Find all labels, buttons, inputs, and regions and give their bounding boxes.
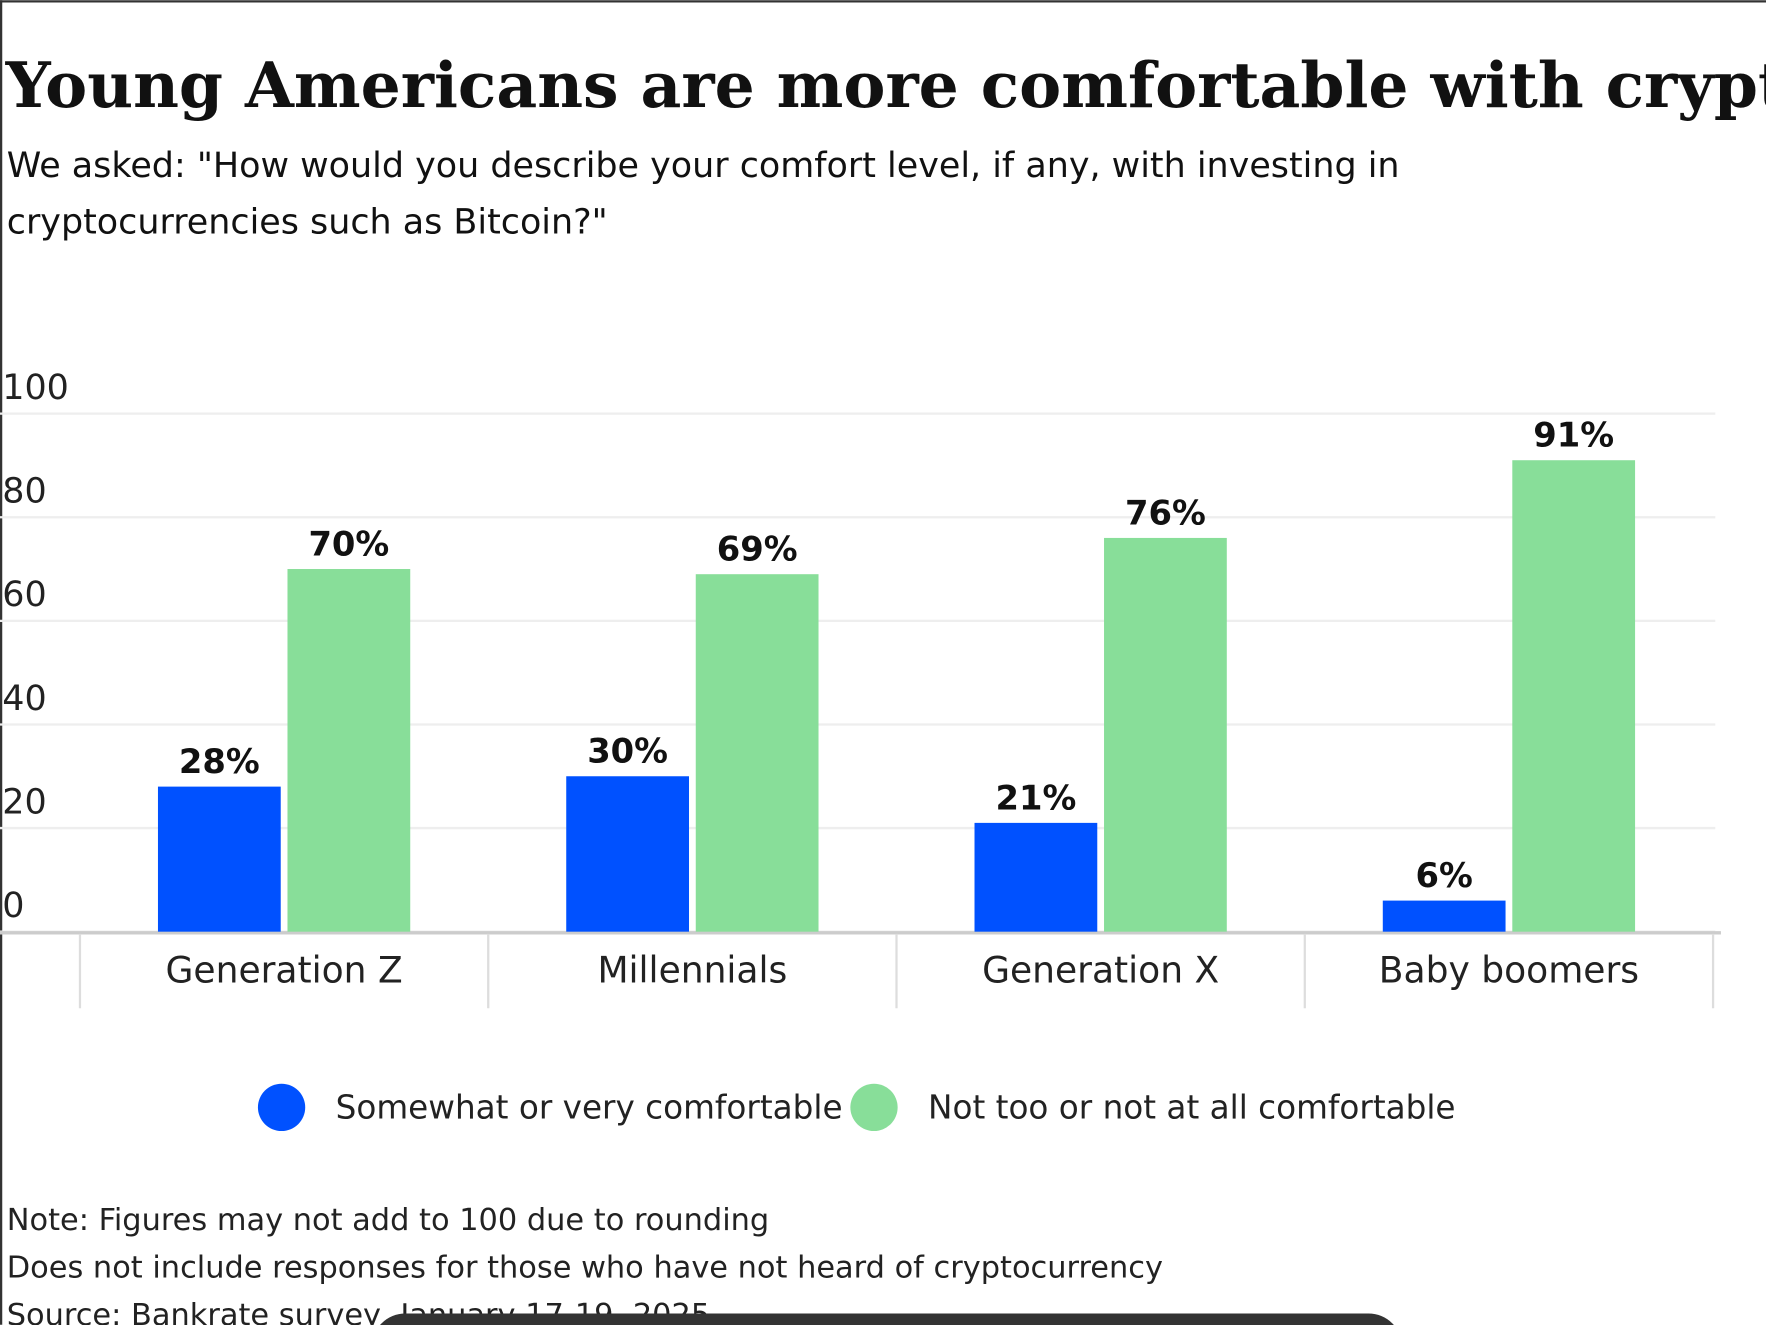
value-label: 30% — [587, 732, 668, 771]
chart-title: Young Americans are more comfortable wit… — [5, 48, 1766, 122]
bar — [974, 822, 1098, 932]
legend-swatch — [850, 1083, 898, 1132]
legend-label: Not too or not at all comfortable — [928, 1089, 1455, 1127]
bar — [1512, 460, 1636, 932]
note: Does not include responses for those who… — [7, 1250, 1163, 1285]
y-tick-label: 0 — [2, 886, 24, 926]
bar — [1104, 537, 1227, 932]
bar — [566, 776, 689, 932]
value-label: 69% — [717, 530, 798, 569]
legend-label: Somewhat or very comfortable — [336, 1089, 843, 1127]
bar — [287, 569, 411, 932]
note: Note: Figures may not add to 100 due to … — [7, 1203, 769, 1238]
y-tick-label: 20 — [2, 782, 46, 822]
bar — [1382, 900, 1506, 932]
subtitle: cryptocurrencies such as Bitcoin?" — [7, 202, 608, 242]
x-tick-label: Baby boomers — [1379, 950, 1639, 991]
legend-swatch — [257, 1083, 306, 1132]
subtitle: We asked: "How would you describe your c… — [7, 146, 1400, 186]
bar — [695, 574, 819, 932]
value-label: 28% — [179, 742, 260, 781]
y-tick-label: 80 — [2, 472, 46, 512]
y-tick-label: 40 — [2, 679, 46, 719]
x-tick-label: Millennials — [597, 950, 787, 991]
value-label: 70% — [308, 525, 389, 564]
bar — [157, 786, 281, 932]
y-tick-label: 100 — [2, 368, 69, 408]
y-tick-label: 60 — [2, 575, 46, 615]
value-label: 76% — [1125, 493, 1206, 532]
x-tick-label: Generation Z — [166, 950, 403, 991]
overlay-bar — [380, 1313, 1394, 1325]
x-tick-label: Generation X — [982, 950, 1219, 991]
value-label: 21% — [995, 778, 1076, 817]
value-label: 91% — [1533, 416, 1614, 455]
value-label: 6% — [1416, 856, 1473, 895]
